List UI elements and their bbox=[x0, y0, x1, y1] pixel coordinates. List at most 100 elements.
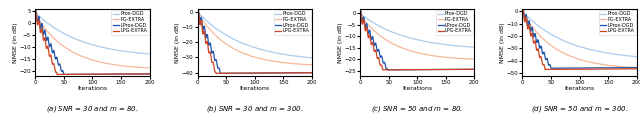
Prox-DGD bbox=[223, 35, 231, 37]
LPG-EXTRA bbox=[136, 73, 143, 75]
PG-EXTRA bbox=[83, 58, 91, 59]
LProx-DGD bbox=[298, 72, 305, 74]
PG-EXTRA bbox=[99, 62, 106, 63]
PG-EXTRA bbox=[308, 64, 316, 66]
Line: PG-EXTRA: PG-EXTRA bbox=[35, 14, 150, 68]
Line: LPG-EXTRA: LPG-EXTRA bbox=[36, 11, 150, 74]
PG-EXTRA bbox=[377, 35, 385, 37]
PG-EXTRA bbox=[519, 12, 527, 13]
Prox-DGD bbox=[386, 30, 394, 32]
LProx-DGD bbox=[356, 10, 364, 11]
LProx-DGD bbox=[195, 9, 202, 11]
Y-axis label: NMSE (in dB): NMSE (in dB) bbox=[175, 22, 180, 62]
PG-EXTRA bbox=[548, 45, 556, 47]
LProx-DGD bbox=[357, 11, 365, 12]
Prox-DGD bbox=[442, 44, 450, 45]
Prox-DGD bbox=[377, 26, 385, 27]
LPG-EXTRA bbox=[453, 69, 461, 70]
Prox-DGD bbox=[408, 38, 416, 39]
PG-EXTRA bbox=[633, 67, 640, 68]
Line: LProx-DGD: LProx-DGD bbox=[523, 8, 637, 68]
Line: PG-EXTRA: PG-EXTRA bbox=[523, 12, 637, 68]
PG-EXTRA bbox=[223, 44, 231, 45]
LPG-EXTRA bbox=[519, 8, 527, 10]
LPG-EXTRA bbox=[102, 73, 109, 75]
PG-EXTRA bbox=[194, 12, 202, 14]
PG-EXTRA bbox=[146, 67, 154, 69]
LPG-EXTRA bbox=[298, 72, 305, 74]
LProx-DGD bbox=[633, 67, 640, 68]
LPG-EXTRA bbox=[146, 73, 154, 75]
Prox-DGD bbox=[424, 41, 431, 43]
LPG-EXTRA bbox=[357, 12, 365, 14]
LProx-DGD bbox=[460, 69, 468, 70]
Line: LPG-EXTRA: LPG-EXTRA bbox=[360, 12, 474, 70]
Y-axis label: NMSE (in dB): NMSE (in dB) bbox=[500, 22, 505, 62]
Prox-DGD bbox=[261, 50, 269, 51]
LPG-EXTRA bbox=[520, 9, 527, 11]
LPG-EXTRA bbox=[100, 73, 108, 75]
LProx-DGD bbox=[217, 73, 225, 74]
Line: LPG-EXTRA: LPG-EXTRA bbox=[523, 9, 637, 69]
LProx-DGD bbox=[587, 67, 595, 69]
Prox-DGD bbox=[539, 28, 547, 30]
PG-EXTRA bbox=[386, 41, 394, 43]
LPG-EXTRA bbox=[424, 69, 432, 70]
PG-EXTRA bbox=[539, 38, 547, 39]
LPG-EXTRA bbox=[616, 68, 623, 70]
Prox-DGD bbox=[194, 11, 202, 13]
LProx-DGD bbox=[136, 73, 143, 75]
PG-EXTRA bbox=[605, 65, 612, 66]
Prox-DGD bbox=[605, 53, 612, 54]
Legend: Prox-DGD, PG-EXTRA, LProx-DGD, LPG-EXTRA: Prox-DGD, PG-EXTRA, LProx-DGD, LPG-EXTRA bbox=[436, 10, 474, 35]
LProx-DGD bbox=[470, 69, 478, 70]
PG-EXTRA bbox=[261, 59, 269, 60]
Prox-DGD bbox=[246, 45, 253, 47]
LPG-EXTRA bbox=[195, 9, 202, 11]
Line: LProx-DGD: LProx-DGD bbox=[360, 10, 474, 70]
X-axis label: Iterations: Iterations bbox=[402, 86, 432, 91]
LPG-EXTRA bbox=[212, 73, 220, 74]
LPG-EXTRA bbox=[356, 11, 364, 13]
Prox-DGD bbox=[52, 28, 60, 29]
Prox-DGD bbox=[108, 48, 115, 50]
X-axis label: Iterations: Iterations bbox=[77, 86, 108, 91]
PG-EXTRA bbox=[61, 46, 68, 48]
PG-EXTRA bbox=[108, 64, 115, 65]
PG-EXTRA bbox=[280, 62, 287, 63]
LProx-DGD bbox=[588, 67, 595, 69]
PG-EXTRA bbox=[424, 54, 431, 56]
LProx-DGD bbox=[100, 73, 108, 75]
LProx-DGD bbox=[102, 73, 109, 75]
Prox-DGD bbox=[470, 46, 478, 48]
Prox-DGD bbox=[633, 56, 640, 57]
LProx-DGD bbox=[427, 69, 435, 70]
LPG-EXTRA bbox=[264, 72, 272, 74]
Prox-DGD bbox=[433, 43, 440, 44]
LProx-DGD bbox=[291, 72, 298, 74]
LPG-EXTRA bbox=[128, 73, 136, 75]
Prox-DGD bbox=[61, 33, 68, 35]
LProx-DGD bbox=[589, 67, 597, 69]
Title: (d) SNR = 50 and $m$ = 300.: (d) SNR = 50 and $m$ = 300. bbox=[531, 104, 628, 114]
Legend: Prox-DGD, PG-EXTRA, LProx-DGD, LPG-EXTRA: Prox-DGD, PG-EXTRA, LProx-DGD, LPG-EXTRA bbox=[274, 10, 311, 35]
Line: Prox-DGD: Prox-DGD bbox=[198, 12, 312, 58]
Prox-DGD bbox=[118, 50, 125, 52]
Line: Prox-DGD: Prox-DGD bbox=[360, 14, 474, 47]
Prox-DGD bbox=[548, 34, 556, 36]
LPG-EXTRA bbox=[425, 69, 433, 70]
PG-EXTRA bbox=[214, 37, 222, 38]
Prox-DGD bbox=[99, 47, 106, 48]
Prox-DGD bbox=[83, 42, 91, 44]
Legend: Prox-DGD, PG-EXTRA, LProx-DGD, LPG-EXTRA: Prox-DGD, PG-EXTRA, LProx-DGD, LPG-EXTRA bbox=[598, 10, 636, 35]
LPG-EXTRA bbox=[53, 74, 61, 75]
LProx-DGD bbox=[384, 69, 392, 71]
LPG-EXTRA bbox=[541, 69, 549, 70]
LProx-DGD bbox=[146, 73, 154, 75]
LPG-EXTRA bbox=[195, 11, 202, 12]
Prox-DGD bbox=[146, 53, 154, 55]
LProx-DGD bbox=[195, 8, 202, 10]
Title: (a) SNR = 30 and $m$ = 80.: (a) SNR = 30 and $m$ = 80. bbox=[46, 104, 139, 114]
Prox-DGD bbox=[308, 57, 316, 59]
LProx-DGD bbox=[425, 69, 433, 70]
